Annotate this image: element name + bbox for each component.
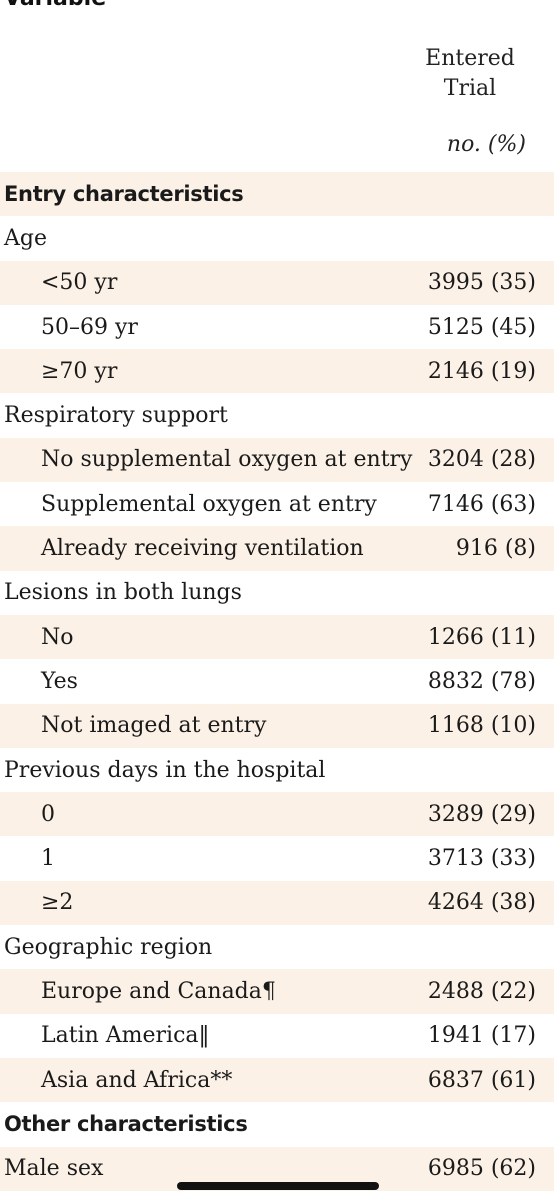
table-row: ≥70 yr 2146 (19) bbox=[0, 349, 554, 394]
table-row: 1 3713 (33) bbox=[0, 836, 554, 880]
table-row: 0 3289 (29) bbox=[0, 792, 554, 837]
group-row: Previous days in the hospital bbox=[0, 748, 554, 792]
table-row: Asia and Africa** 6837 (61) bbox=[0, 1057, 554, 1103]
section-header-row: Other characteristics bbox=[0, 1102, 554, 1146]
row-label: No supplemental oxygen at entry bbox=[41, 447, 413, 473]
row-label: <50 yr bbox=[41, 270, 118, 296]
row-value: 916 (8) bbox=[455, 536, 536, 562]
row-value: 3713 (33) bbox=[427, 846, 536, 872]
row-label: Age bbox=[4, 225, 47, 251]
row-value: 6837 (61) bbox=[427, 1067, 536, 1093]
row-label: Lesions in both lungs bbox=[4, 580, 242, 606]
column-header-unit: no. (%) bbox=[446, 132, 526, 157]
row-value: 1266 (11) bbox=[427, 624, 536, 650]
group-row: Male sex 6985 (62) bbox=[0, 1146, 554, 1191]
row-value: 3289 (29) bbox=[427, 801, 536, 827]
row-label: ≥70 yr bbox=[41, 358, 118, 384]
row-value: 7146 (63) bbox=[427, 491, 536, 517]
row-value: 1168 (10) bbox=[427, 713, 536, 739]
table-row: Latin America‖ 1941 (17) bbox=[0, 1014, 554, 1058]
table-row: Europe and Canada¶ 2488 (22) bbox=[0, 969, 554, 1014]
row-label: 0 bbox=[41, 801, 55, 827]
table-row: Yes 8832 (78) bbox=[0, 659, 554, 703]
group-row: Geographic region bbox=[0, 925, 554, 969]
characteristics-table: Entry characteristics Age <50 yr 3995 (35) 5… bbox=[0, 172, 554, 1191]
row-label: Yes bbox=[41, 668, 78, 694]
row-label: Latin America‖ bbox=[41, 1023, 210, 1049]
row-label: Not imaged at entry bbox=[41, 713, 267, 739]
row-value: 5125 (45) bbox=[427, 314, 536, 340]
group-row: Respiratory support bbox=[0, 393, 554, 437]
row-label: 1 bbox=[41, 846, 55, 872]
row-label: Supplemental oxygen at entry bbox=[41, 491, 377, 517]
table-row: Not imaged at entry 1168 (10) bbox=[0, 703, 554, 748]
group-row: Age bbox=[0, 216, 554, 260]
row-value: 6985 (62) bbox=[427, 1156, 536, 1182]
table-row: <50 yr 3995 (35) bbox=[0, 260, 554, 305]
row-label: Geographic region bbox=[4, 934, 213, 960]
column-header-label: Entered Trial bbox=[425, 46, 515, 101]
row-value: 2488 (22) bbox=[427, 978, 536, 1004]
home-indicator[interactable] bbox=[177, 1182, 379, 1190]
table-row: No 1266 (11) bbox=[0, 614, 554, 660]
row-label: ≥2 bbox=[41, 890, 74, 916]
table-row: Already receiving ventilation 916 (8) bbox=[0, 526, 554, 571]
table-row: Supplemental oxygen at entry 7146 (63) bbox=[0, 482, 554, 526]
table-row: ≥2 4264 (38) bbox=[0, 880, 554, 926]
section-header-row: Entry characteristics bbox=[0, 172, 554, 217]
row-label: 50–69 yr bbox=[41, 314, 138, 340]
row-value: 1941 (17) bbox=[427, 1023, 536, 1049]
group-row: Lesions in both lungs bbox=[0, 571, 554, 615]
row-value: 4264 (38) bbox=[427, 890, 536, 916]
row-label: Europe and Canada¶ bbox=[41, 978, 276, 1004]
row-value: 3204 (28) bbox=[427, 447, 536, 473]
row-label: No bbox=[41, 624, 74, 650]
variable-column-header: Variable bbox=[4, 0, 106, 11]
table-row: No supplemental oxygen at entry 3204 (28) bbox=[0, 437, 554, 483]
row-label: Male sex bbox=[4, 1156, 104, 1182]
row-label: Asia and Africa** bbox=[41, 1067, 233, 1093]
row-value: 8832 (78) bbox=[427, 668, 536, 694]
row-value: 3995 (35) bbox=[427, 270, 536, 296]
row-value: 2146 (19) bbox=[427, 358, 536, 384]
row-label: Other characteristics bbox=[4, 1112, 248, 1137]
row-label: Entry characteristics bbox=[4, 182, 244, 207]
row-label: Respiratory support bbox=[4, 403, 228, 429]
row-label: Already receiving ventilation bbox=[41, 536, 364, 562]
table-row: 50–69 yr 5125 (45) bbox=[0, 305, 554, 349]
row-label: Previous days in the hospital bbox=[4, 757, 326, 783]
